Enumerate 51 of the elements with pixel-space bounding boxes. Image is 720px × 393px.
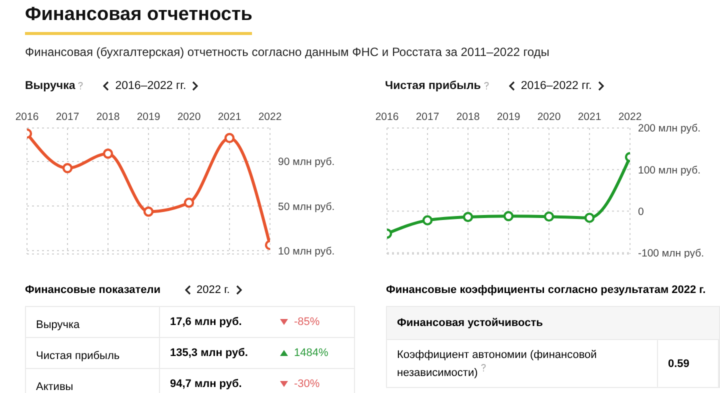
category-label: Чистая прибыль xyxy=(26,338,160,369)
x-tick-label: 2016 xyxy=(375,111,399,123)
y-tick-label: 0 xyxy=(638,206,644,218)
text: Финансовая отчетность xyxy=(25,4,252,35)
point xyxy=(62,163,73,174)
x-tick-label: 2016 xyxy=(15,111,39,123)
y-tick-label: 200 млн руб. xyxy=(638,122,701,135)
chart-subtitle: 2016–2022 гг. xyxy=(115,80,186,92)
text: Финансовые коэффициенты согласно результатам 2022 г. xyxy=(386,284,706,296)
chart-title: Чистая прибыль xyxy=(385,80,481,92)
x-tick-label: 2021 xyxy=(218,111,242,123)
text: Финансовые показатели xyxy=(25,284,161,296)
x-tick-label: 2021 xyxy=(578,111,602,123)
point xyxy=(503,211,514,222)
text: 135,3 млн руб. xyxy=(160,338,270,369)
x-tick-label: 2017 xyxy=(416,111,440,123)
x-tick-label: 2022 xyxy=(618,111,642,123)
point xyxy=(184,198,194,208)
text: -30% xyxy=(270,369,354,393)
x-tick-label: 2020 xyxy=(177,111,201,123)
text: Финансовая (бухгалтерская) отчетность согласно данным ФНС и Росстата за 2011–2022 годы xyxy=(25,45,550,59)
x-tick-label: 2020 xyxy=(537,111,561,123)
text: 2022 г. xyxy=(196,284,230,296)
x-tick-label: 2017 xyxy=(56,111,80,123)
x-tick-label: 2022 xyxy=(258,111,282,123)
x-tick-label: 2019 xyxy=(496,111,520,123)
text: 0.59 xyxy=(658,340,719,388)
point xyxy=(224,132,235,144)
y-tick-label: 50 млн руб. xyxy=(278,200,335,213)
x-tick-label: 2018 xyxy=(456,111,480,123)
text: -85% xyxy=(270,307,354,338)
text: 94,7 млн руб. xyxy=(160,369,270,393)
point xyxy=(143,206,154,217)
y-tick-label: 100 млн руб. xyxy=(638,164,701,176)
text: 17,6 млн руб. xyxy=(160,307,270,338)
chart-subtitle: 2016–2022 гг. xyxy=(520,80,592,92)
text: Финансовая устойчивость xyxy=(387,307,719,340)
point xyxy=(422,215,433,226)
text: 1484% xyxy=(270,338,354,369)
x-tick-label: 2019 xyxy=(136,111,160,123)
chart-title: Выручка xyxy=(25,80,76,92)
y-tick-label: 10 млн руб. xyxy=(278,245,335,258)
point xyxy=(584,212,595,223)
point xyxy=(544,211,554,222)
x-tick-label: 2018 xyxy=(96,111,120,123)
point xyxy=(462,212,474,222)
category-label: Выручка xyxy=(26,307,160,338)
y-tick-label: 90 млн руб. xyxy=(278,156,335,168)
point xyxy=(102,148,114,159)
category-label: Коэффициент автономии (финансовой независимости) xyxy=(387,340,658,388)
category-label: Активы xyxy=(26,369,160,393)
